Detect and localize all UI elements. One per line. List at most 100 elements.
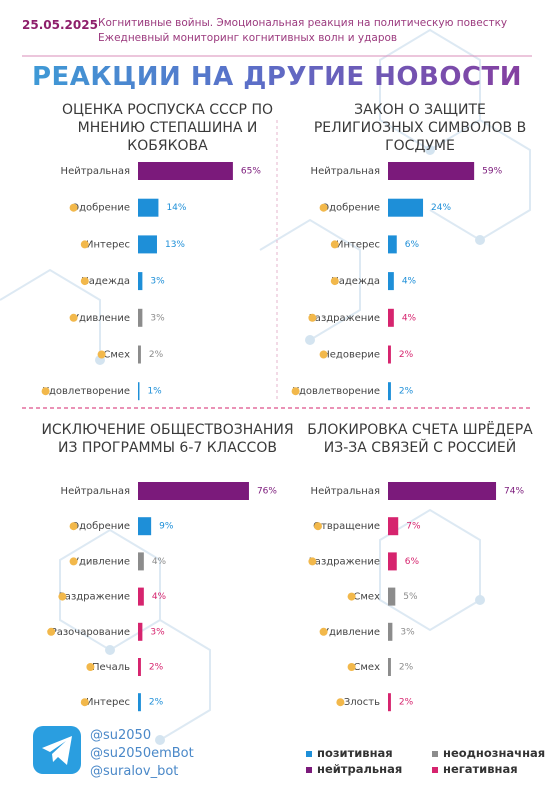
emotion-icon xyxy=(69,313,78,322)
value-label: 5% xyxy=(403,592,418,602)
legend-label: нейтральная xyxy=(317,762,403,776)
category-label: Одобрение xyxy=(71,521,130,532)
bar xyxy=(388,587,396,606)
bar xyxy=(388,622,393,641)
category-label: Надежда xyxy=(81,276,130,287)
bar xyxy=(388,693,391,712)
emotion-icon xyxy=(336,698,345,707)
bar xyxy=(388,382,391,401)
category-label: Одобрение xyxy=(71,203,130,214)
emotion-icon xyxy=(319,350,328,359)
value-label: 14% xyxy=(166,203,186,213)
bar xyxy=(138,587,144,606)
value-label: 3% xyxy=(150,313,165,323)
value-label: 2% xyxy=(399,698,414,708)
subtitle: Ежедневный мониторинг когнитивных волн и… xyxy=(98,32,398,44)
value-label: 4% xyxy=(402,277,417,287)
bar xyxy=(138,622,143,641)
value-label: 4% xyxy=(152,592,167,602)
value-label: 76% xyxy=(257,487,277,497)
value-label: 74% xyxy=(504,487,524,497)
category-label: Смех xyxy=(353,662,380,673)
category-label: Смех xyxy=(353,592,380,603)
bar xyxy=(138,517,152,536)
legend-swatch xyxy=(306,766,312,773)
emotion-icon xyxy=(69,522,78,531)
bar xyxy=(388,308,394,327)
value-label: 6% xyxy=(405,240,420,250)
category-label: Раздражение xyxy=(309,556,380,567)
value-label: 24% xyxy=(431,203,451,213)
emotion-icon xyxy=(69,557,78,566)
main-title: РЕАКЦИИ НА ДРУГИЕ НОВОСТИ xyxy=(0,62,554,92)
category-label: Интерес xyxy=(86,697,130,708)
bar xyxy=(388,552,397,571)
bar xyxy=(138,345,141,364)
category-label: Отвращение xyxy=(313,521,380,532)
value-label: 13% xyxy=(165,240,185,250)
bar xyxy=(138,162,233,180)
legend-item: негативная xyxy=(432,762,518,776)
emotion-icon xyxy=(291,387,300,396)
date: 25.05.2025 xyxy=(22,18,98,32)
legend-item: позитивная xyxy=(306,746,393,760)
category-label: Интерес xyxy=(336,239,380,250)
category-label: Удивление xyxy=(73,313,130,324)
category-label: Нейтральная xyxy=(61,486,130,497)
category-label: Злость xyxy=(344,697,380,708)
value-label: 59% xyxy=(482,167,502,177)
emotion-icon xyxy=(41,387,50,396)
subtitle: Когнитивные войны. Эмоциональная реакция… xyxy=(98,17,508,29)
chart-title: БЛОКИРОВКА СЧЕТА ШРЁДЕРА ИЗ-ЗА СВЯЗЕЙ С … xyxy=(307,422,533,456)
category-label: Одобрение xyxy=(321,203,380,214)
chart-title: ИСКЛЮЧЕНИЕ ОБЩЕСТВОЗНАНИЯ ИЗ ПРОГРАММЫ 6… xyxy=(41,422,294,456)
emotion-icon xyxy=(319,203,328,212)
contact: @su2050 xyxy=(90,728,152,743)
legend-swatch xyxy=(432,766,438,773)
legend-item: нейтральная xyxy=(306,762,402,776)
value-label: 2% xyxy=(399,350,414,360)
bar xyxy=(138,272,143,291)
value-label: 65% xyxy=(241,167,261,177)
value-label: 1% xyxy=(147,387,162,397)
category-label: Раздражение xyxy=(59,592,130,603)
category-label: Интерес xyxy=(86,239,130,250)
chart-title: ЗАКОН О ЗАЩИТЕ РЕЛИГИОЗНЫХ СИМВОЛОВ В ГО… xyxy=(313,102,527,154)
bar xyxy=(388,482,497,500)
legend-label: позитивная xyxy=(317,746,393,760)
bar xyxy=(388,517,399,536)
bar xyxy=(388,658,391,676)
bar xyxy=(138,308,143,327)
contact: @suralov_bot xyxy=(90,764,179,779)
value-label: 3% xyxy=(400,627,415,637)
bar xyxy=(138,382,140,401)
emotion-icon xyxy=(86,663,95,671)
legend-label: негативная xyxy=(443,762,518,776)
bar xyxy=(388,345,391,364)
legend-swatch xyxy=(432,750,438,757)
legend-swatch xyxy=(306,750,312,757)
emotion-icon xyxy=(47,627,56,636)
emotion-icon xyxy=(319,627,328,636)
bar xyxy=(138,552,144,571)
category-label: Удивление xyxy=(323,627,380,638)
bar xyxy=(138,235,157,254)
bar xyxy=(388,198,424,217)
bar xyxy=(138,693,141,712)
value-label: 9% xyxy=(159,522,174,532)
value-label: 2% xyxy=(399,663,414,673)
category-label: Нейтральная xyxy=(311,486,380,497)
category-label: Разочарование xyxy=(51,627,130,638)
bar xyxy=(138,658,141,676)
emotion-icon xyxy=(330,240,339,249)
emotion-icon xyxy=(80,698,89,707)
emotion-icon xyxy=(314,522,322,531)
value-label: 2% xyxy=(149,350,164,360)
value-label: 2% xyxy=(149,698,164,708)
emotion-icon xyxy=(308,557,317,566)
contact: @su2050emBot xyxy=(90,746,194,761)
bar xyxy=(388,162,475,180)
value-label: 6% xyxy=(405,557,420,567)
value-label: 3% xyxy=(150,627,165,637)
